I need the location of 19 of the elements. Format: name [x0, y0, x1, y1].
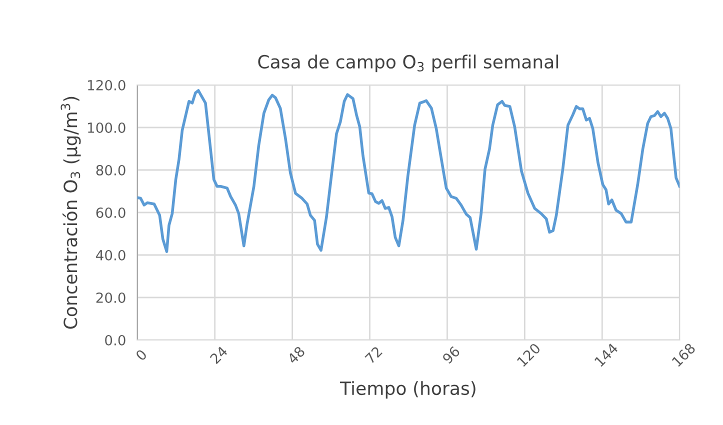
x-tick-label: 168 — [672, 342, 696, 368]
y-tick-label: 40.0 — [96, 250, 126, 260]
chart-title: Casa de campo O$_{3}$ perfil semanal — [258, 54, 558, 72]
x-tick-label: 96 — [442, 346, 460, 364]
line-series — [137, 89, 680, 253]
y-tick-label: 60.0 — [96, 207, 126, 218]
x-tick-label: 48 — [286, 346, 306, 364]
x-tick-label: 0 — [135, 348, 148, 362]
x-tick-label: 144 — [594, 342, 618, 367]
x-tick-label: 120 — [516, 342, 542, 368]
x-tick-label: 72 — [364, 346, 382, 364]
y-axis-title: Concentración O$_{3}$ (µg/m$^{3}$) — [60, 96, 81, 329]
x-tick-label: 24 — [209, 346, 228, 364]
x-axis-title: Tiempo (horas) — [340, 381, 476, 399]
y-tick-label: 80.0 — [96, 164, 126, 176]
y-tick-label: 20.0 — [96, 292, 126, 303]
y-tick-label: 0.0 — [105, 334, 126, 346]
y-tick-label: 120.0 — [88, 80, 126, 90]
y-tick-label: 100.0 — [88, 122, 126, 133]
